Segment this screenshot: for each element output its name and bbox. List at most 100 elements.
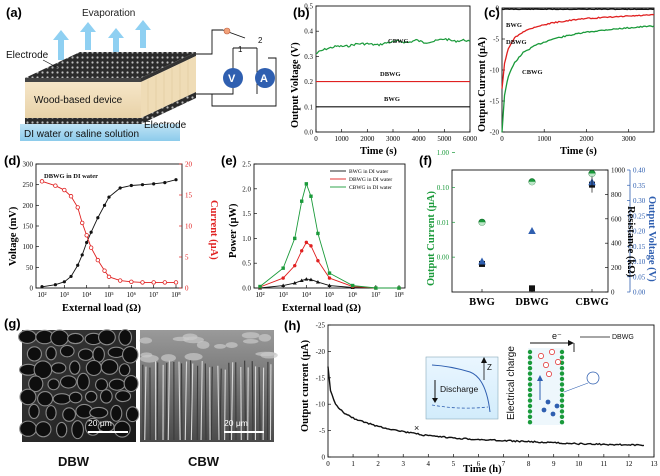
panel-e-xtick-label: 10⁶ [348, 291, 358, 299]
panel-c-series-label-bwg: BWG [506, 22, 522, 29]
panel-e-point [304, 182, 309, 186]
panel-e-point [316, 259, 320, 263]
panel-e-point [350, 283, 355, 288]
panel-h: (h) 0 1 2 3 4 5 6 7 8 9 10 11 12 130-5-10-15-20-25 × … [284, 318, 658, 475]
panel-e: (e) 10² 10³ 10⁴ 10⁵ 10⁶ 10⁷ 10⁸ 0.0 0.5 1.0 1.5 2.0… [221, 153, 406, 314]
panel-e-point [327, 283, 332, 288]
panel-f-right2-ytick-label: 0.25 [633, 212, 646, 220]
panel-f-right2-ytick-label: 0.15 [633, 243, 646, 251]
sem-pore [59, 344, 75, 358]
switch-pivot-icon [223, 27, 231, 35]
panel-h-xtick-label: 2 [376, 460, 380, 468]
panel-f-category-label: CBWG [575, 297, 608, 308]
sem-pore [98, 329, 116, 346]
sem-pore [19, 420, 37, 437]
sem-flake [182, 333, 198, 341]
channel-bead [559, 420, 565, 425]
panel-d-point-current [162, 280, 168, 285]
panel-e-xtick-label: 10² [255, 291, 264, 299]
sem-pore [69, 360, 81, 375]
channel-bead [559, 414, 565, 419]
discharge-inset [425, 356, 499, 420]
panel-f-right2-ytick-label: 0.10 [633, 258, 646, 266]
sem-flake [225, 342, 238, 349]
panel-d-point-current [129, 279, 134, 284]
anion-icon [550, 411, 556, 417]
sem-pore [35, 421, 52, 438]
sem-fibre [258, 367, 261, 441]
panel-d-ytick-label: 250 [23, 181, 34, 189]
sem-fibre [167, 360, 170, 441]
channel-bead [559, 376, 565, 382]
panel-c-ytick-label: -15 [490, 98, 500, 106]
panel-d-point-current [140, 280, 145, 285]
panel-f-ylabel-right: Resistance (kΩ) [625, 206, 636, 278]
sem-pore [94, 378, 109, 392]
discharge-arrowhead-icon [432, 398, 438, 403]
sem-pore [28, 375, 44, 393]
panel-c-ytick-label: -20 [490, 129, 500, 137]
panel-b-xtick-label: 3000 [386, 135, 401, 143]
panel-e-point [281, 266, 285, 270]
panel-f-right2-ytick-label: 0.40 [633, 167, 646, 175]
sem-pore [92, 346, 105, 363]
evaporation-arrows-icon [53, 20, 151, 60]
panel-e-ytick-label: 0.0 [242, 285, 251, 293]
sem-fibre [240, 367, 242, 441]
sem-flake [258, 334, 272, 342]
panel-b-xtick-label: 6000 [463, 135, 478, 143]
panel-d: (d) 10² 10³ 10⁴ 10⁵ 10⁶ 10⁷ 10⁸050100150200250… [4, 153, 219, 314]
channel-bead [559, 403, 565, 409]
circuit-wires [196, 29, 277, 107]
channel-beads [527, 349, 565, 425]
panel-d-xtick-label: 10⁵ [104, 291, 114, 299]
top-electrode-mesh [25, 52, 196, 78]
sem-fibre [144, 366, 147, 441]
sem-pore [99, 389, 113, 404]
wood-device-label: Wood-based device [34, 95, 123, 106]
panel-d-point-voltage [140, 183, 145, 187]
panel-a-label: (a) [6, 5, 22, 20]
panel-f-right2-ytick-label: 0.00 [633, 289, 646, 297]
sem-pore [110, 404, 123, 422]
cation-icon [555, 359, 561, 365]
panel-d-point-current [39, 179, 45, 184]
sem-fibre [200, 361, 203, 441]
panel-e-point [327, 276, 332, 280]
panel-d-point-voltage [118, 186, 122, 190]
panel-b-ticks: 0 1000 2000 3000 4000 5000 6000 0.0 0.1 0.2 0.3 0.4… [304, 3, 477, 144]
panel-e-line-1 [259, 241, 399, 289]
sem-fibre [165, 362, 168, 441]
panel-f-point-voltage [478, 257, 486, 265]
panel-h-xtick-label: 5 [452, 460, 456, 468]
sem-pore [123, 375, 139, 393]
panel-f-ticks: BWG DBWG CBWG 0.00 0.01 0.10 1.00 0 200 400 600 800… [437, 149, 646, 308]
panel-d-point-current [75, 205, 80, 210]
panel-b-ytick-label: 0.2 [304, 78, 313, 86]
sem-pore [76, 372, 90, 391]
sem-pore [50, 362, 67, 374]
panel-c-xtick-label: 2000 [579, 135, 594, 143]
panel-d-right-ytick-label: 15 [185, 192, 193, 200]
panel-h-x-marker: × [414, 423, 419, 433]
panel-b-series-label-cbwg: CBWG [388, 38, 409, 45]
sem-flake [184, 353, 203, 361]
panel-e-ylabel: Power (μW) [228, 203, 239, 258]
panel-f: (f) BWG DBWG CBWG 0.00 0.01 0.10 1.00 0 200 400 60… [419, 149, 657, 308]
panel-f-right2-ytick-label: 0.05 [633, 273, 646, 281]
electron-label: e⁻ [552, 331, 562, 341]
zoom-line [563, 382, 589, 393]
panel-d-right-ytick-label: 20 [185, 161, 193, 169]
channel-bead [527, 409, 533, 414]
panel-c-xtick-label: 0 [500, 135, 504, 143]
panel-h-line-dbwg [327, 366, 645, 447]
panel-f-right-ytick-label: 1000 [611, 167, 626, 175]
channel-bead [527, 403, 533, 409]
sem-pore [50, 329, 69, 347]
panel-e-xlabel: External load (Ω) [282, 303, 361, 314]
channel-bead [527, 355, 533, 360]
panel-c-line-dbwg [501, 13, 655, 89]
bottom-electrode-label: Electrode [144, 120, 187, 131]
panel-f-point-resistance [529, 285, 535, 292]
